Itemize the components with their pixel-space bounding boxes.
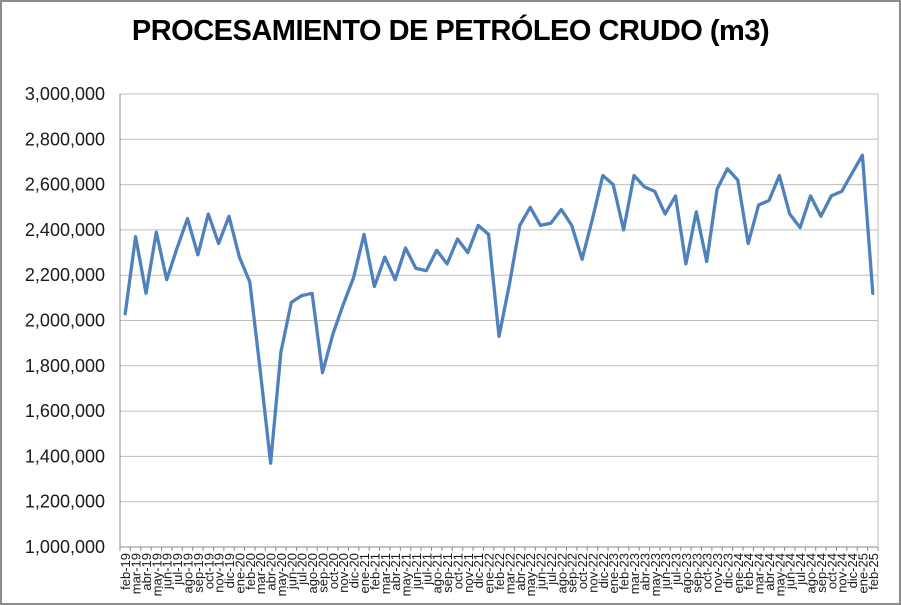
x-axis-tick-label: jul-24 [793,553,808,586]
x-axis-tick-label: mar-22 [502,553,517,594]
x-axis-tick-label: jul-20 [295,553,310,586]
x-axis-tick-label: feb-20 [243,553,258,590]
x-axis-tick-label: mar-19 [129,553,144,594]
x-axis-tick-label: dic-22 [596,553,611,588]
x-axis-tick-label: abr-20 [264,553,279,591]
x-axis-tick-label: may-19 [149,553,164,596]
y-axis-tick-label: 1,600,000 [25,401,105,421]
y-axis-tick-label: 2,800,000 [25,129,105,149]
y-axis-tick-label: 1,800,000 [25,356,105,376]
x-axis-tick-label: oct-22 [575,553,590,589]
y-axis-tick-label: 3,000,000 [25,84,105,104]
x-axis-tick-label: sep-21 [440,553,455,593]
x-axis-tick-label: jun-23 [658,553,673,590]
x-axis-tick-label: dic-23 [720,553,735,588]
x-axis-tick-label: feb-21 [367,553,382,590]
x-axis-tick-label: ago-21 [430,553,445,593]
x-axis-tick-label: feb-24 [741,553,756,590]
x-axis-tick-label: dic-20 [347,553,362,588]
data-series-line [123,153,875,465]
x-axis-tick-label: jul-22 [544,553,559,586]
x-axis-tick-label: ago-23 [679,553,694,593]
y-axis-tick-label: 1,000,000 [25,537,105,557]
x-axis-tick-label: oct-19 [201,553,216,589]
x-axis-tick-label: feb-22 [492,553,507,590]
x-axis-tick-label: mar-21 [378,553,393,594]
x-axis-tick-label: nov-23 [710,553,725,593]
x-axis-tick-label: nov-24 [835,553,850,593]
x-axis-tick-label: sep-22 [565,553,580,593]
y-axis-tick-label: 2,000,000 [25,311,105,331]
x-axis-tick-label: may-23 [648,553,663,596]
x-axis-tick-label: abr-19 [139,553,154,591]
x-axis-tick-label: ago-20 [305,553,320,593]
x-axis-tick-label: jun-19 [160,553,175,590]
x-axis-tick-label: jun-20 [284,553,299,590]
y-axis-tick-label: 1,200,000 [25,492,105,512]
x-axis-tick-label: abr-22 [513,553,528,591]
y-axis-tick-label: 2,400,000 [25,220,105,240]
x-axis-tick-label: dic-24 [845,553,860,588]
x-axis-tick-label: may-22 [523,553,538,596]
x-axis-tick-label: ago-24 [804,553,819,593]
x-axis-tick-label: may-24 [772,553,787,596]
x-axis-tick-label: abr-23 [637,553,652,591]
x-axis-tick-label: nov-21 [461,553,476,593]
x-axis-tick-label: jun-22 [534,553,549,590]
x-axis-tick-label: nov-22 [585,553,600,593]
x-axis-tick-label: may-21 [399,553,414,596]
y-axis-tick-label: 2,600,000 [25,175,105,195]
x-axis-tick-label: nov-19 [212,553,227,593]
y-axis-tick-label: 1,400,000 [25,446,105,466]
x-axis-tick-label: oct-21 [450,553,465,589]
x-axis-tick-label: mar-23 [627,553,642,594]
x-axis-tick-label: jul-21 [419,553,434,586]
x-axis-tick-label: feb-25 [866,553,881,590]
y-axis-tick-label: 2,200,000 [25,265,105,285]
x-axis-tick-label: jul-19 [170,553,185,586]
x-axis-tick-label: mar-24 [752,553,767,594]
x-axis-tick-label: abr-21 [388,553,403,591]
x-axis-tick-label: may-20 [274,553,289,596]
x-axis-tick-label: oct-24 [824,553,839,589]
x-axis-tick-label: jun-24 [783,553,798,590]
x-axis-tick-label: jul-23 [669,553,684,586]
x-axis-tick-label: oct-23 [700,553,715,589]
x-axis-tick-label: mar-20 [253,553,268,594]
x-axis-tick-label: jun-21 [409,553,424,590]
x-axis-tick-label: ene-22 [482,553,497,593]
x-axis-tick-label: dic-19 [222,553,237,588]
x-axis-tick-label: ago-19 [180,553,195,593]
x-axis-tick-label: sep-23 [689,553,704,593]
x-axis-tick-label: dic-21 [471,553,486,588]
x-axis-tick-label: feb-23 [617,553,632,590]
x-axis-tick-label: sep-19 [191,553,206,593]
x-axis-tick-label: feb-19 [118,553,133,590]
x-axis-tick-label: ene-23 [606,553,621,593]
x-axis-tick-label: abr-24 [762,553,777,591]
x-axis-tick-label: sep-20 [315,553,330,593]
x-axis-tick-label: nov-20 [336,553,351,593]
chart-title: PROCESAMIENTO DE PETRÓLEO CRUDO (m3) [131,15,770,47]
x-axis-tick-label: ene-21 [357,553,372,593]
x-axis-tick-label: ago-22 [554,553,569,593]
x-axis-tick-label: ene-24 [731,553,746,593]
x-axis-tick-label: sep-24 [814,553,829,593]
x-axis-tick-label: oct-20 [326,553,341,589]
x-axis-tick-label: ene-20 [232,553,247,593]
x-axis-tick-label: ene-25 [855,553,870,593]
